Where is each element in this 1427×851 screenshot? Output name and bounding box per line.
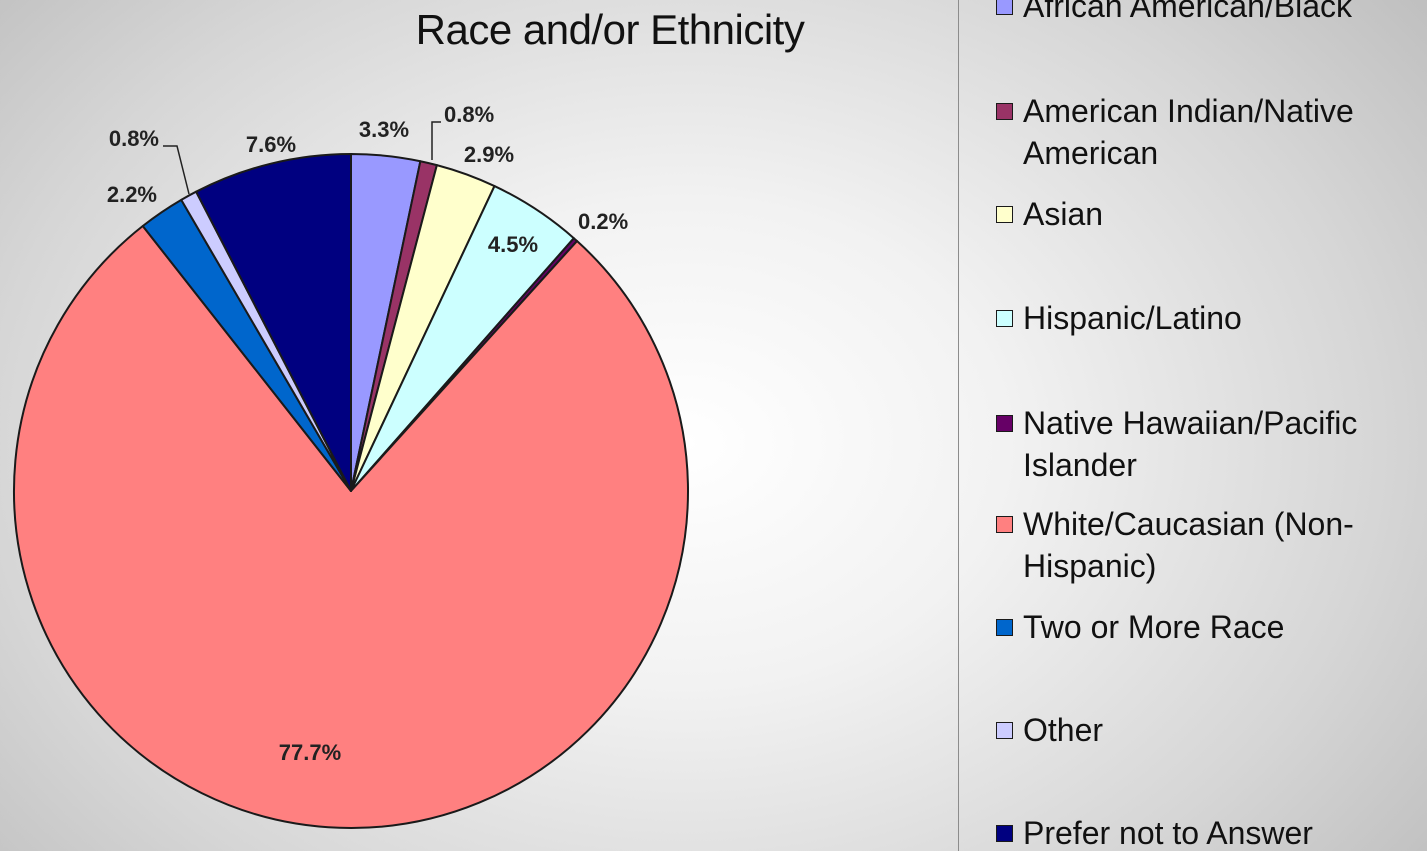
pie-slice-white-caucasian-non-hispanic: [13, 225, 689, 829]
data-label-african-american-black: 3.3%: [359, 117, 409, 142]
data-label-other: 0.8%: [109, 126, 159, 151]
legend-item-native-hawaiian-pacific-islander: Native Hawaiian/Pacific Islander: [996, 402, 1418, 486]
pie-chart: 3.3% 0.8% 2.9% 4.5% 0.2% 77.7% 2.2% 0.8% 7.6%: [13, 102, 689, 829]
legend-swatch: [996, 722, 1013, 739]
legend-item-hispanic-latino: Hispanic/Latino: [996, 297, 1418, 339]
legend-swatch: [996, 0, 1013, 15]
data-label-white-caucasian-non-hispanic: 77.7%: [279, 740, 341, 765]
legend-label: Prefer not to Answer: [1023, 815, 1313, 851]
legend-label: Asian: [1023, 196, 1104, 232]
legend-label: White/Caucasian (Non-Hispanic): [1023, 506, 1354, 584]
legend-swatch: [996, 619, 1013, 636]
pie-slice-prefer-not-to-answer: [195, 153, 352, 492]
legend-label: Native Hawaiian/Pacific Islander: [1023, 405, 1358, 483]
legend-swatch: [996, 103, 1013, 120]
legend-swatch: [996, 415, 1013, 432]
legend-swatch: [996, 825, 1013, 842]
legend-item-asian: Asian: [996, 193, 1418, 235]
legend-label: African American/Black: [1023, 0, 1353, 24]
data-label-prefer-not-to-answer: 7.6%: [246, 132, 296, 157]
data-label-native-hawaiian-pacific-islander: 0.2%: [578, 209, 628, 234]
legend-label: Other: [1023, 712, 1104, 748]
legend-label: Hispanic/Latino: [1023, 300, 1242, 336]
data-label-american-indian-native-american: 0.8%: [444, 102, 494, 127]
legend-label: American Indian/Native American: [1023, 93, 1354, 171]
legend-swatch: [996, 206, 1013, 223]
leader-line-american-indian-native-american: [431, 121, 441, 160]
legend-item-two-or-more-race: Two or More Race: [996, 606, 1418, 648]
data-label-asian: 2.9%: [464, 142, 514, 167]
legend-item-prefer-not-to-answer: Prefer not to Answer: [996, 812, 1418, 851]
data-label-two-or-more-race: 2.2%: [107, 182, 157, 207]
legend-item-white-caucasian-non-hispanic: White/Caucasian (Non-Hispanic): [996, 503, 1418, 587]
leader-line-other: [163, 145, 190, 195]
data-label-hispanic-latino: 4.5%: [488, 232, 538, 257]
chart-title: Race and/or Ethnicity: [415, 6, 805, 53]
legend-swatch: [996, 310, 1013, 327]
legend-label: Two or More Race: [1023, 609, 1285, 645]
legend-divider: [958, 0, 959, 851]
legend-item-other: Other: [996, 709, 1418, 751]
legend-swatch: [996, 516, 1013, 533]
legend-item-american-indian-native-american: American Indian/Native American: [996, 90, 1418, 174]
legend-item-african-american-black: African American/Black: [996, 0, 1418, 27]
